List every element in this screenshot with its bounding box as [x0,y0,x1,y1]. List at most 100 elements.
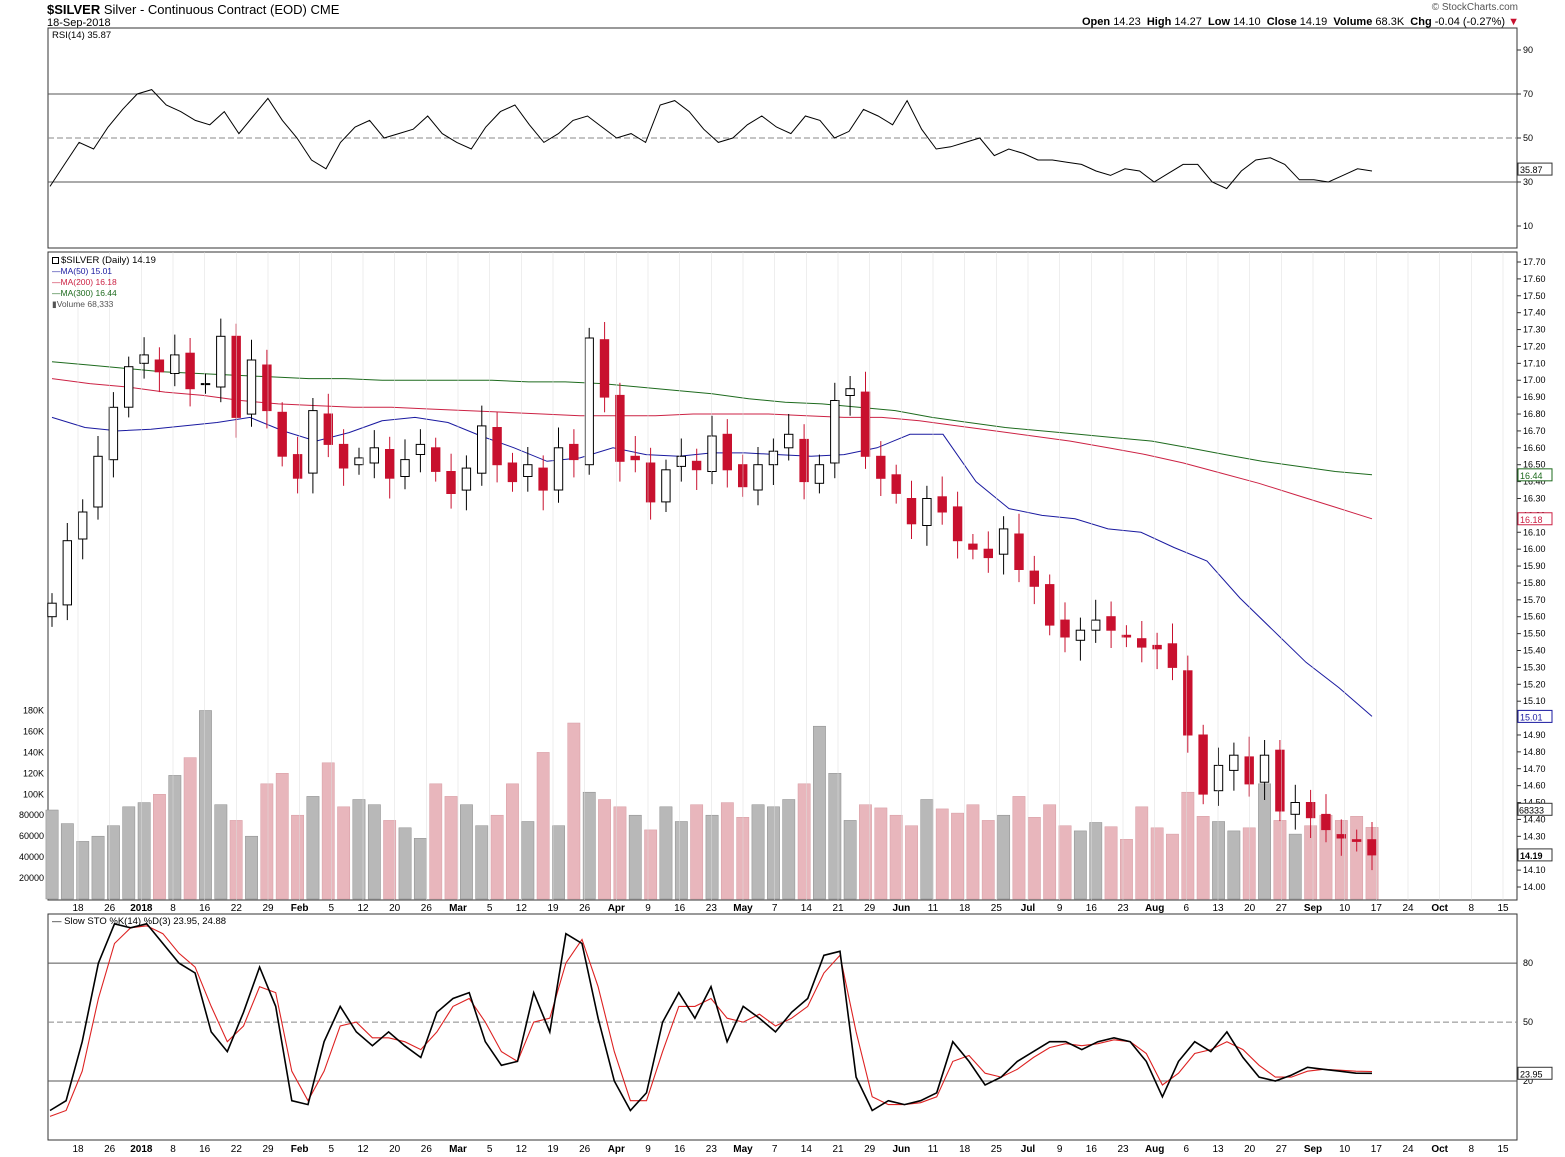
candle-body [630,455,640,461]
ma300-value: 16.44 [95,288,117,298]
volume-bar [690,804,704,900]
price-x-label: 29 [864,903,876,914]
volume-bar [1242,827,1256,900]
price-x-label: 18 [72,903,84,914]
price-x-label: 25 [991,903,1003,914]
price-tick-label: 14.90 [1523,730,1546,740]
candle-body [369,447,380,464]
candle-body [845,388,855,397]
price-tick-label: 15.60 [1523,612,1546,622]
volume-bar [920,799,934,900]
sto-x-label: 5 [487,1144,493,1155]
candle-body [1014,533,1024,570]
price-tick-label: 14.40 [1523,814,1546,824]
chart-date: 18-Sep-2018 [47,17,111,29]
volume-bar [705,814,719,900]
candle-body [1137,638,1147,648]
price-tick-label: 15.90 [1523,561,1546,571]
sto-x-label: 8 [1469,1144,1475,1155]
sto-x-label: Jul [1021,1144,1036,1155]
price-x-label: 19 [547,903,559,914]
price-tick-label: 14.60 [1523,781,1546,791]
volume-bar [183,757,197,900]
candle-body [323,413,334,445]
volume-bar [1104,826,1118,900]
copyright-text[interactable]: © StockCharts.com [1431,2,1518,13]
price-x-label: 9 [645,903,651,914]
sto-x-label: 14 [801,1144,813,1155]
price-x-label: Mar [449,903,467,914]
price-x-label: May [733,903,753,914]
price-x-label: 22 [231,903,243,914]
candle-body [262,364,272,412]
volume-bar [398,827,412,900]
volume-bar [444,796,458,900]
ma50-line-last-box [1517,709,1553,723]
price-x-label: 7 [772,903,778,914]
sto-x-label: 9 [1057,1144,1063,1155]
volume-bar [767,806,780,900]
price-x-label: Apr [608,903,625,914]
volume-legend: ▮Volume 68,333 [52,299,114,309]
candle-body [200,383,211,386]
sto-x-label: 23 [706,1144,718,1155]
sto-tick-label: 50 [1523,1017,1533,1027]
price-tick-label: 15.30 [1523,662,1546,672]
candle-body [676,455,686,467]
candle-body [124,366,134,408]
sto-x-label: 12 [357,1144,369,1155]
candle-body [477,425,487,474]
volume-bar [1089,822,1103,900]
sto-x-label: 2018 [130,1144,153,1155]
price-title: $SILVER (Daily) 14.19 [61,255,156,266]
price-x-label: 6 [1184,903,1190,914]
volume-bar [490,814,504,900]
volume-bar [567,722,581,900]
description: Silver - Continuous Contract (EOD) [103,2,307,17]
price-x-label: 24 [1402,903,1414,914]
candle-body [354,457,364,466]
sto-x-label: Feb [291,1144,309,1155]
candle-body [292,454,303,479]
chg-label: Chg [1410,16,1432,28]
volume-bar [1027,817,1041,900]
candle-body [139,354,149,364]
volume-bar [1135,806,1149,900]
candle-body [952,506,963,542]
volume-tick-label: 60000 [19,831,44,841]
price-x-label: 9 [1057,903,1063,914]
volume-bar [1288,833,1302,900]
ohlc-bar: Open 14.23 High 14.27 Low 14.10 Close 14… [1082,16,1519,28]
sto-x-label: 18 [959,1144,971,1155]
candle-body [246,359,257,415]
volume-bar [1258,783,1271,900]
price-x-label: 26 [579,903,591,914]
sto-x-label: 22 [231,1144,243,1155]
copyright: © StockCharts.com [1432,2,1518,13]
price-x-label: Jun [892,903,910,914]
sto-x-label: 29 [262,1144,274,1155]
volume-bar [460,804,473,900]
sto-legend: — Slow STO %K(14) %D(3) 23.95, 24.88 [52,916,226,927]
sto-x-label: 10 [1339,1144,1351,1155]
candle-body [799,438,809,483]
rsi-legend: RSI(14) 35.87 [52,30,111,41]
price-x-label: 21 [832,903,844,914]
sto-x-label: 13 [1212,1144,1224,1155]
price-tick-label: 15.10 [1523,696,1546,706]
candle-body [722,433,732,471]
candle-body [998,528,1009,555]
volume-bar [874,807,888,900]
sto-x-label: 16 [1086,1144,1098,1155]
price-x-label: 20 [1244,903,1256,914]
candle-body [922,498,932,526]
sto-x-label: 11 [928,1144,939,1155]
sto-x-label: Jun [892,1144,910,1155]
candle-body [1152,644,1162,650]
candle-body [983,548,993,559]
volume-bar [644,829,658,900]
high-label: High [1146,16,1172,28]
candle-body [1351,839,1362,842]
sto-x-label: 5 [329,1144,335,1155]
